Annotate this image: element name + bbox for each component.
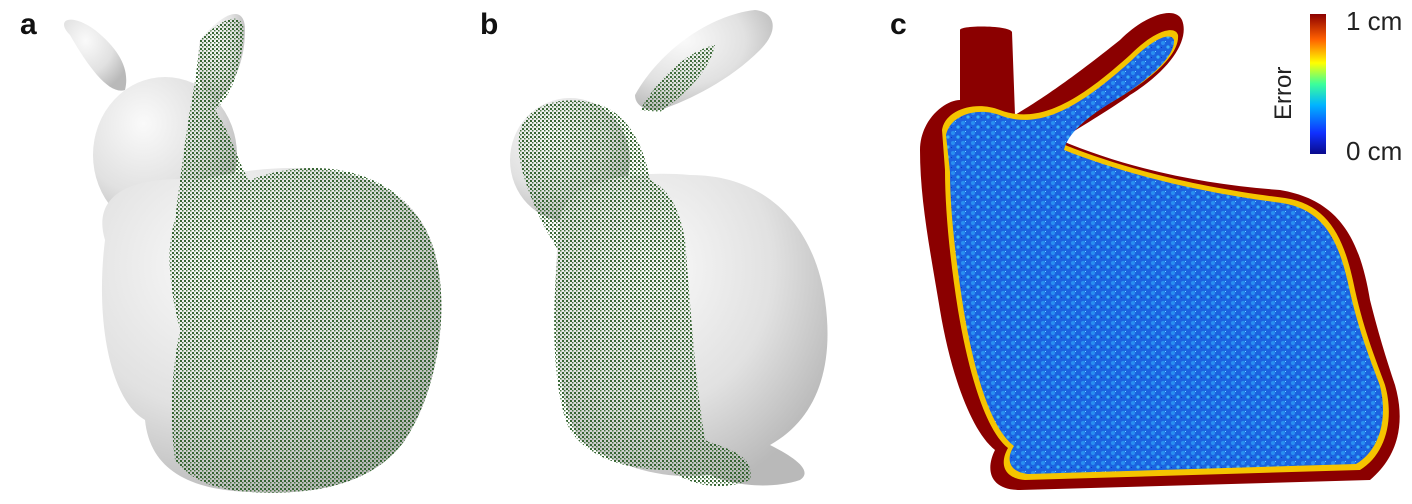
panel-a: a bbox=[0, 0, 470, 504]
panel-b: b bbox=[470, 0, 890, 504]
point-cloud-overlay bbox=[518, 100, 751, 487]
error-map-surface bbox=[946, 36, 1383, 474]
panel-c: c 1 cm 0 cm Error bbox=[890, 0, 1412, 504]
point-cloud-overlay bbox=[169, 18, 442, 493]
colorbar-gradient bbox=[1310, 14, 1326, 154]
bunny-mesh-side-view bbox=[510, 10, 828, 487]
error-map bbox=[920, 12, 1400, 490]
colorbar-max-label: 1 cm bbox=[1346, 6, 1403, 36]
bunny-left-ear bbox=[64, 19, 127, 91]
bunny-mesh-front-view bbox=[64, 13, 442, 493]
point-cloud-ear bbox=[640, 45, 715, 112]
colorbar-title: Error bbox=[1270, 66, 1297, 120]
colorbar-min-label: 0 cm bbox=[1346, 136, 1403, 166]
panel-label-b: b bbox=[480, 8, 499, 41]
panel-label-c: c bbox=[890, 8, 907, 41]
panel-label-a: a bbox=[20, 8, 37, 41]
